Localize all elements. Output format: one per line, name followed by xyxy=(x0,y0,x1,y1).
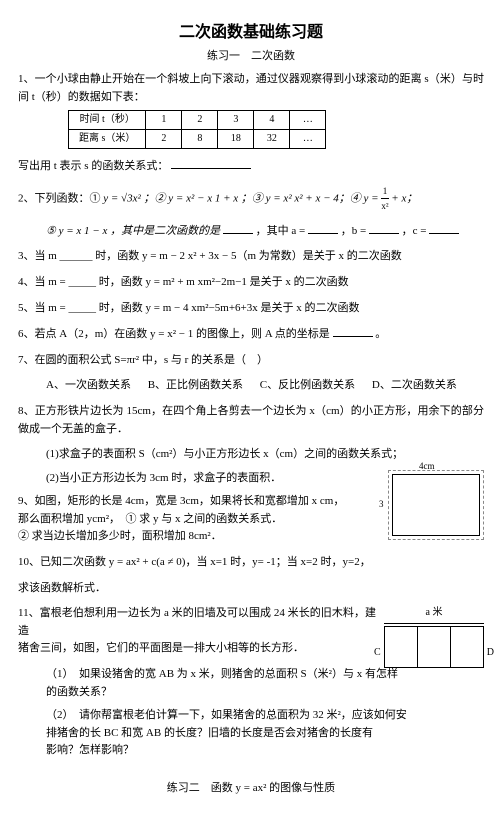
question-4: 4、当 m = _____ 时，函数 y = m² + m xm²−2m−1 是… xyxy=(18,274,484,292)
q2-l2c: ，b = xyxy=(341,225,366,237)
q10-l2: 求该函数解析式． xyxy=(18,582,106,594)
table-cell: 32 xyxy=(254,130,290,149)
q11-l2: 猪舍三间，如图，它们的平面图是一排大小相等的长方形． xyxy=(18,642,304,654)
q11-s1a: （1） 如果设猪舍的宽 AB 为 x 米，则猪舍的总面积 S（米²）与 x 有怎… xyxy=(46,668,398,680)
figure-2: a 米 C D xyxy=(384,605,484,661)
q1-table: 时间 t（秒） 1 2 3 4 … 距离 s（米） 2 8 18 32 … xyxy=(68,110,326,149)
fig2-label: a 米 xyxy=(384,605,484,621)
blank xyxy=(369,222,399,234)
q6-a: 6、若点 A（2，m）在函数 y = x² − 1 的图像上，则 A 点的坐标是 xyxy=(18,328,330,340)
q9-l2: 那么面积增加 ycm²， ① 求 y 与 x 之间的函数关系式． xyxy=(18,513,282,525)
q11-s2a: （2） 请你帮富根老伯计算一下，如果猪舍的总面积为 32 米²，应该如何安 xyxy=(46,709,407,721)
option-b: B、正比例函数关系 xyxy=(148,377,243,395)
q2-l2b: ，其中 a = xyxy=(256,225,306,237)
blank xyxy=(171,157,251,169)
table-cell: 3 xyxy=(218,111,254,130)
q11-s1: （1） 如果设猪舍的宽 AB 为 x 米，则猪舍的总面积 S（米²）与 x 有怎… xyxy=(18,666,484,701)
table-cell: 18 xyxy=(218,130,254,149)
q2-lead: 2、下列函数：① xyxy=(18,192,103,204)
footer-title: 练习二 函数 y = ax² 的图像与性质 xyxy=(18,780,484,798)
q6-b: 。 xyxy=(375,328,386,340)
fig2-c: C xyxy=(374,645,381,661)
q10-l1: 10、已知二次函数 y = ax² + c(a ≠ 0)，当 x=1 时，y= … xyxy=(18,556,371,568)
blank xyxy=(429,222,459,234)
question-1: 1、一个小球由静止开始在一个斜坡上向下滚动，通过仪器观察得到小球滚动的距离 s（… xyxy=(18,71,484,149)
q7-options: A、一次函数关系 B、正比例函数关系 C、反比例函数关系 D、二次函数关系 xyxy=(18,377,484,395)
question-2: 2、下列函数：① y = √3x² ；② y = x² − x 1 + x ；③… xyxy=(18,184,484,214)
q2-f3: y = xyxy=(364,192,382,204)
q11-s2c: 影响？怎样影响？ xyxy=(46,744,134,756)
fig1-label-side: 3 xyxy=(379,497,384,511)
q2-f1: y = √3x² xyxy=(103,192,141,204)
frac-den: x² xyxy=(381,198,388,213)
main-title: 二次函数基础练习题 xyxy=(18,20,484,46)
table-cell: … xyxy=(290,130,326,149)
table-cell: … xyxy=(290,111,326,130)
q10-l2-wrap: 求该函数解析式． xyxy=(18,580,484,598)
subtitle: 练习一 二次函数 xyxy=(18,48,484,66)
q11-s2b: 排猪舍的长 BC 和宽 AB 的长度？旧墙的长度是否会对猪舍的长度有 xyxy=(46,727,373,739)
frac-num: 1 xyxy=(381,184,388,198)
table-cell: 1 xyxy=(146,111,182,130)
blank xyxy=(333,325,373,337)
blank xyxy=(308,222,338,234)
q11-s1b: 的函数关系？ xyxy=(46,686,112,698)
option-d: D、二次函数关系 xyxy=(372,377,457,395)
question-8: 8、正方形铁片边长为 15cm，在四个角上各剪去一个边长为 x（cm）的小正方形… xyxy=(18,403,484,438)
q2-f2: ；② y = x² − x 1 + x ；③ y = x² x² + x − 4… xyxy=(144,192,364,204)
q2-l2d: ，c = xyxy=(402,225,427,237)
option-c: C、反比例函数关系 xyxy=(260,377,355,395)
table-cell: 距离 s（米） xyxy=(69,130,146,149)
table-cell: 4 xyxy=(254,111,290,130)
q9-l1: 9、如图，矩形的长是 4cm，宽是 3cm，如果将长和宽都增加 x cm， xyxy=(18,495,344,507)
q1-after: 写出用 t 表示 s 的函数关系式： xyxy=(18,157,484,176)
table-cell: 8 xyxy=(182,130,218,149)
blank xyxy=(223,222,253,234)
table-cell: 时间 t（秒） xyxy=(69,111,146,130)
question-3: 3、当 m ______ 时，函数 y = m − 2 x² + 3x − 5（… xyxy=(18,248,484,266)
q8-sub1: (1)求盒子的表面积 S（cm²）与小正方形边长 x（cm）之间的函数关系式； xyxy=(18,446,484,464)
q2-l2a: ⑤ y = x 1 − x ，其中是二次函数的是 xyxy=(46,225,220,237)
figure-1: 4cm 3 xyxy=(388,470,484,540)
q1-after-text: 写出用 t 表示 s 的函数关系式： xyxy=(18,160,168,172)
q1-text: 1、一个小球由静止开始在一个斜坡上向下滚动，通过仪器观察得到小球滚动的距离 s（… xyxy=(18,73,484,103)
q2-line2: ⑤ y = x 1 − x ，其中是二次函数的是 ，其中 a = ，b = ，c… xyxy=(18,222,484,241)
question-6: 6、若点 A（2，m）在函数 y = x² − 1 的图像上，则 A 点的坐标是… xyxy=(18,325,484,344)
q9-l3: ② 求当边长增加多少时，面积增加 8cm²． xyxy=(18,530,222,542)
fraction: 1x² xyxy=(381,184,388,214)
q2-f3-tail: + x； xyxy=(389,192,418,204)
question-7: 7、在圆的面积公式 S=πr² 中，s 与 r 的关系是（ ） xyxy=(18,352,484,370)
table-cell: 2 xyxy=(182,111,218,130)
question-5: 5、当 m = _____ 时，函数 y = m − 4 xm²−5m+6+3x… xyxy=(18,300,484,318)
fig2-d: D xyxy=(487,645,494,661)
option-a: A、一次函数关系 xyxy=(46,377,131,395)
q11-s2: （2） 请你帮富根老伯计算一下，如果猪舍的总面积为 32 米²，应该如何安 排猪… xyxy=(18,707,484,760)
q11-l1: 11、富根老伯想利用一边长为 a 米的旧墙及可以围成 24 米长的旧木料，建造 xyxy=(18,607,376,637)
table-cell: 2 xyxy=(146,130,182,149)
question-10: 10、已知二次函数 y = ax² + c(a ≠ 0)，当 x=1 时，y= … xyxy=(18,554,484,572)
fig1-label-top: 4cm xyxy=(419,459,435,473)
